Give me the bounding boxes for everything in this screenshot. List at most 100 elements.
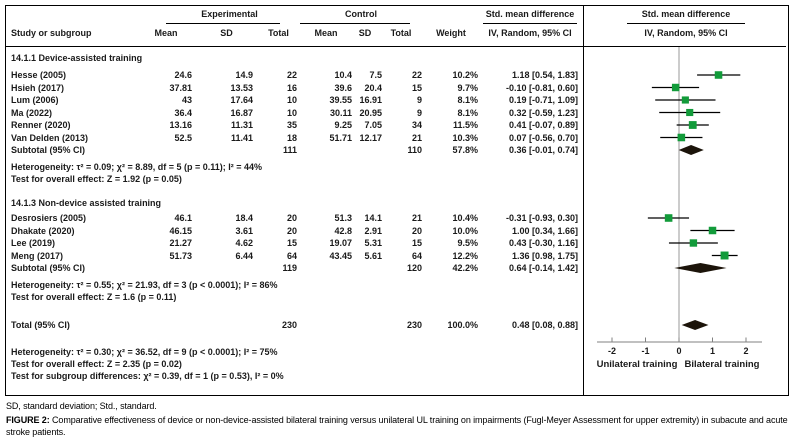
cell-ctrl-sd: 12.17 (359, 132, 382, 143)
cell-exp-total: 10 (286, 95, 297, 105)
subgroup-differences-line-text: Test for subgroup differences: χ² = 0.39… (11, 371, 284, 381)
cell-exp-sd: 4.62 (235, 238, 253, 248)
cell-study-label: Ma (2022) (11, 107, 53, 118)
study-row: Van Delden (2013) 52.5 11.41 18 51.71 12.17 21… (0, 132, 583, 144)
cell-ci: 0.07 [-0.56, 0.70] (508, 132, 578, 143)
cell-ctrl-total: 34 (411, 120, 422, 130)
figure-caption-text: Comparative effectiveness of device or n… (6, 415, 788, 437)
total-row-label: Total (95% CI) (11, 320, 70, 330)
smd-values-underline (483, 23, 577, 24)
column-header-smd-values: Std. mean difference (485, 9, 575, 19)
cell-ci: 0.36 [-0.01, 0.74] (508, 145, 578, 155)
cell-exp-total: 230 (281, 320, 297, 330)
cell-ci: -0.10 [-0.81, 0.60] (505, 82, 578, 93)
cell-study-label: Meng (2017) (11, 250, 64, 261)
cell-ctrl-sd: 20.4 (364, 82, 382, 93)
cell-ci: 1.18 [0.54, 1.83] (511, 70, 578, 80)
cell-study-label: Van Delden (2013) (11, 132, 89, 143)
cell-ctrl-sd: 5.31 (364, 238, 382, 248)
cell-weight: 10.0% (452, 225, 478, 236)
overall-effect-line: Test for overall effect: Z = 1.6 (p = 0.… (0, 291, 583, 303)
total-row: Total (95% CI) 230 230 100.0% 0.48 [0.08, 0.… (0, 319, 583, 331)
total-overall-effect-line-text: Test for overall effect: Z = 2.35 (p = 0… (11, 359, 182, 369)
cell-exp-sd: 17.64 (230, 95, 253, 105)
column-header-exp-sd: SD (220, 28, 233, 38)
cell-study-label: Lee (2019) (11, 238, 56, 248)
cell-study-label: Lum (2006) (11, 95, 59, 105)
cell-ctrl-mean: 9.25 (334, 120, 352, 130)
cell-weight: 10.4% (452, 213, 478, 223)
cell-ctrl-total: 22 (411, 70, 422, 80)
cell-weight: 12.2% (452, 250, 478, 261)
cell-weight: 8.1% (457, 107, 478, 118)
axis-label-unilateral: Unilateral training (596, 359, 678, 370)
cell-exp-mean: 24.6 (174, 70, 192, 80)
total-heterogeneity-line-text: Heterogeneity: τ² = 0.30; χ² = 36.52, df… (11, 347, 278, 357)
cell-exp-mean: 46.1 (174, 213, 192, 223)
study-row: Ma (2022) 36.4 16.87 10 30.11 20.95 9 8.1% 0.32 … (0, 107, 583, 119)
overall-effect-line: Test for overall effect: Z = 1.92 (p = 0… (0, 173, 583, 185)
column-header-ctrl-sd: SD (358, 28, 372, 38)
cell-exp-total: 119 (282, 263, 297, 273)
heterogeneity-line: Heterogeneity: τ² = 0.55; χ² = 21.93, df… (0, 279, 583, 291)
cell-ctrl-total: 230 (406, 320, 422, 330)
column-header-exp-mean: Mean (154, 28, 178, 38)
cell-ctrl-sd: 5.61 (364, 250, 382, 261)
cell-ctrl-mean: 30.11 (329, 107, 352, 118)
study-row: Lum (2006) 43 17.64 10 39.55 16.91 9 8.1% 0.19 [… (0, 94, 583, 106)
cell-ci: 1.36 [0.98, 1.75] (511, 250, 578, 261)
cell-exp-sd: 6.44 (235, 250, 253, 261)
cell-exp-mean: 37.81 (169, 82, 192, 93)
cell-exp-sd: 11.31 (230, 120, 253, 130)
cell-ctrl-total: 9 (416, 107, 422, 118)
cell-ctrl-total: 120 (406, 263, 422, 273)
cell-weight: 42.2% (452, 263, 478, 273)
abbreviation-footnote: SD, standard deviation; Std., standard. (6, 401, 157, 411)
cell-exp-total: 18 (286, 132, 297, 143)
study-row: Hesse (2005) 24.6 14.9 22 10.4 7.5 22 10.2% 1.18… (0, 69, 583, 81)
cell-ctrl-sd: 2.91 (364, 225, 382, 236)
cell-exp-sd: 13.53 (230, 82, 253, 93)
group-title: 14.1.3 Non-device assisted training (11, 198, 162, 208)
study-row: Meng (2017) 51.73 6.44 64 43.45 5.61 64 12.2% 1.… (0, 250, 583, 262)
cell-ctrl-total: 20 (411, 225, 422, 236)
group-title-row: 14.1.1 Device-assisted training (0, 52, 583, 64)
cell-ctrl-total: 15 (411, 238, 422, 248)
cell-exp-mean: 13.16 (169, 120, 192, 130)
heterogeneity-line: Heterogeneity: τ² = 0.09; χ² = 8.89, df … (0, 161, 583, 173)
cell-study-label: Desrosiers (2005) (11, 213, 87, 223)
cell-weight: 11.5% (452, 120, 478, 130)
cell-ctrl-total: 110 (407, 145, 422, 155)
total-heterogeneity-line: Heterogeneity: τ² = 0.30; χ² = 36.52, df… (0, 346, 583, 358)
cell-exp-total: 111 (282, 145, 297, 155)
cell-exp-mean: 43 (181, 95, 192, 105)
cell-ctrl-total: 15 (411, 82, 422, 93)
cell-ctrl-mean: 42.8 (334, 225, 352, 236)
cell-study-label: Hesse (2005) (11, 70, 67, 80)
cell-exp-total: 15 (286, 238, 297, 248)
cell-exp-sd: 3.61 (235, 225, 253, 236)
cell-ctrl-mean: 43.45 (329, 250, 352, 261)
axis-label-bilateral: Bilateral training (684, 359, 760, 370)
column-header-ctrl-mean: Mean (314, 28, 338, 38)
figure-caption-label: FIGURE 2: (6, 415, 50, 425)
cell-ctrl-sd: 14.1 (364, 213, 382, 223)
cell-exp-total: 20 (286, 213, 297, 223)
cell-exp-sd: 18.4 (235, 213, 253, 223)
cell-exp-total: 10 (286, 107, 297, 118)
panel-divider (583, 5, 584, 395)
cell-study-label: Dhakate (2020) (11, 225, 75, 236)
cell-ctrl-sd: 20.95 (359, 107, 382, 118)
subtotal-row: Subtotal (95% CI) 119 120 42.2% 0.64 [-0.14,… (0, 262, 583, 274)
cell-weight: 10.2% (452, 70, 478, 80)
cell-weight: 100.0% (447, 320, 478, 330)
cell-ctrl-mean: 51.71 (329, 132, 352, 143)
cell-exp-mean: 21.27 (169, 238, 192, 248)
header-rule (6, 46, 786, 47)
smd-plot-underline (627, 23, 745, 24)
cell-exp-mean: 36.4 (174, 107, 192, 118)
figure-border (5, 5, 789, 396)
cell-ctrl-total: 9 (416, 95, 422, 105)
cell-exp-sd: 14.9 (235, 70, 253, 80)
